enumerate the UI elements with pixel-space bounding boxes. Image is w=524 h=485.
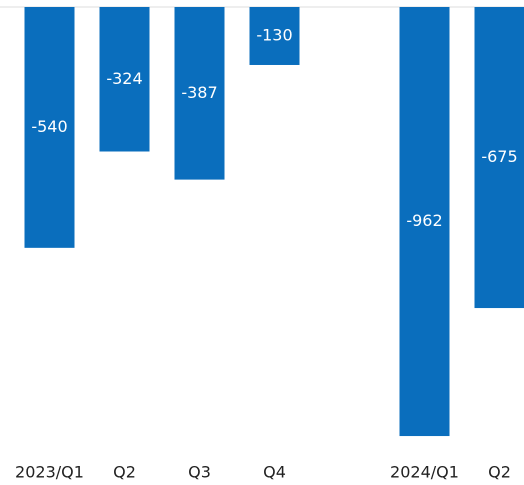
bar <box>249 7 300 65</box>
value-label: -675 <box>481 147 517 166</box>
value-label: -324 <box>106 69 142 88</box>
bar <box>474 7 524 309</box>
x-tick-label: Q2 <box>488 463 511 482</box>
bar <box>24 7 75 248</box>
x-tick-label: Q4 <box>263 463 286 482</box>
x-tick-label: Q3 <box>188 463 211 482</box>
value-label: -962 <box>406 211 442 230</box>
x-tick-label: 2024/Q1 <box>390 463 459 482</box>
bar <box>399 7 450 437</box>
value-label: -130 <box>256 25 292 44</box>
value-label: -540 <box>31 117 67 136</box>
value-label: -387 <box>181 83 217 102</box>
bar <box>99 7 150 152</box>
x-tick-label: Q2 <box>113 463 136 482</box>
bar <box>174 7 225 180</box>
x-tick-label: 2023/Q1 <box>15 463 84 482</box>
